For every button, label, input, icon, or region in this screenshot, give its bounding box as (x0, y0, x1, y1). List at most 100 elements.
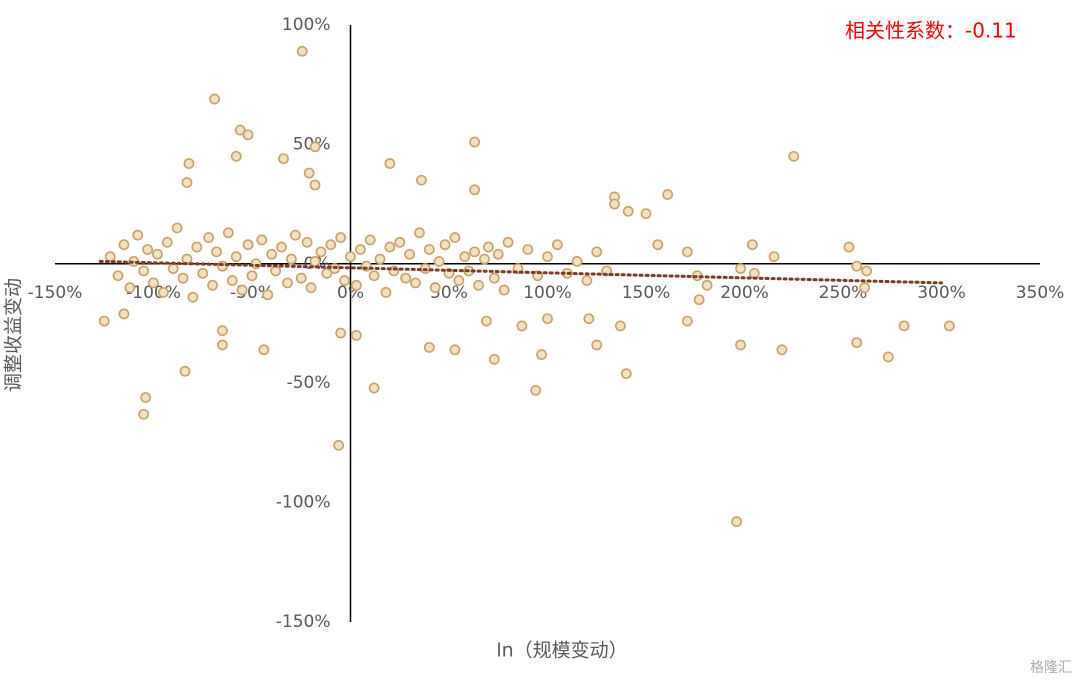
scatter-point (197, 267, 209, 279)
scatter-point (735, 263, 746, 274)
x-tick-label: 350% (1016, 283, 1065, 303)
scatter-point (98, 315, 110, 327)
scatter-point (571, 256, 583, 267)
scatter-point (776, 344, 788, 356)
y-tick-label: 100% (282, 15, 331, 35)
scatter-point (416, 174, 427, 186)
scatter-point (516, 320, 528, 332)
scatter-point (157, 287, 169, 298)
scatter-point (152, 248, 163, 260)
scatter-point (731, 516, 743, 528)
scatter-point (652, 239, 664, 251)
scatter-point (746, 239, 758, 251)
scatter-point (296, 45, 308, 57)
scatter-point (384, 158, 396, 169)
scatter-point (351, 330, 362, 341)
scatter-point (242, 129, 254, 141)
scatter-point (226, 275, 238, 286)
scatter-point (423, 244, 435, 255)
scatter-point (325, 239, 337, 251)
scatter-point (177, 272, 189, 284)
scatter-point (289, 229, 301, 241)
scatter-point (276, 241, 287, 253)
x-tick-label: 300% (917, 283, 966, 303)
scatter-point (843, 241, 855, 253)
scatter-point (209, 93, 220, 105)
scatter-point (748, 267, 760, 279)
scatter-point (640, 208, 652, 220)
scatter-point (453, 275, 465, 286)
scatter-point (429, 282, 441, 294)
scatter-point (181, 177, 193, 189)
scatter-point (266, 248, 278, 260)
scatter-point (217, 339, 228, 351)
scatter-point (132, 229, 144, 241)
scatter-point (321, 267, 333, 279)
trendline (98, 259, 943, 285)
scatter-point (502, 236, 514, 248)
scatter-point (211, 246, 222, 258)
scatter-point (335, 232, 347, 243)
scatter-point (104, 251, 116, 263)
scatter-point (303, 167, 315, 179)
scatter-point (439, 239, 451, 251)
scatter-point (183, 158, 195, 169)
x-tick-label: -100% (126, 283, 181, 303)
scatter-point (191, 241, 203, 253)
scatter-point (282, 277, 293, 289)
scatter-point (609, 198, 620, 210)
correlation-annotation: 相关性系数：-0.11 (845, 19, 1017, 43)
scatter-point (368, 382, 380, 394)
scatter-point (404, 248, 415, 260)
scatter-point (315, 246, 327, 258)
y-axis-label: 调整收益变动 (3, 278, 25, 392)
scatter-point (479, 253, 490, 265)
scatter-point (118, 239, 130, 251)
scatter-point (662, 189, 674, 200)
scatter-point (230, 251, 242, 263)
scatter-point (118, 308, 130, 320)
scatter-point (161, 236, 173, 248)
scatter-point (882, 351, 894, 363)
scatter-point (278, 153, 289, 165)
scatter-point (423, 341, 435, 353)
scatter-point (333, 439, 345, 451)
scatter-point (701, 279, 713, 291)
scatter-point (187, 291, 199, 303)
scatter-point (142, 244, 153, 255)
scatter-point (488, 272, 500, 284)
scatter-point (473, 279, 484, 291)
scatter-point (171, 222, 183, 234)
scatter-point (459, 251, 471, 263)
scatter-point (542, 251, 553, 263)
scatter-point (345, 251, 356, 263)
scatter-point (335, 327, 347, 339)
x-axis-label: ln（规模变动） (496, 640, 627, 662)
scatter-point (236, 284, 248, 296)
scatter-point (536, 349, 547, 360)
scatter-point (354, 244, 366, 255)
scatter-point (217, 325, 228, 337)
scatter-point (735, 339, 746, 351)
scatter-point (469, 184, 481, 196)
scatter-point (217, 260, 228, 272)
scatter-point (530, 384, 542, 396)
scatter-point (681, 246, 693, 258)
scatter-point (258, 344, 270, 356)
scatter-point (203, 232, 215, 243)
scatter-point (788, 150, 800, 162)
scatter-point (305, 282, 317, 294)
scatter-point (414, 227, 425, 239)
scatter-point (250, 258, 262, 270)
scatter-point (693, 294, 705, 306)
scatter-point (622, 205, 634, 217)
x-tick-label: -150% (28, 283, 83, 303)
x-tick-label: 250% (819, 283, 868, 303)
scatter-point (861, 265, 873, 277)
scatter-point (230, 150, 242, 162)
y-tick-label: -50% (287, 373, 331, 393)
scatter-point (898, 320, 910, 332)
scatter-point (339, 275, 350, 286)
scatter-point (256, 234, 268, 246)
